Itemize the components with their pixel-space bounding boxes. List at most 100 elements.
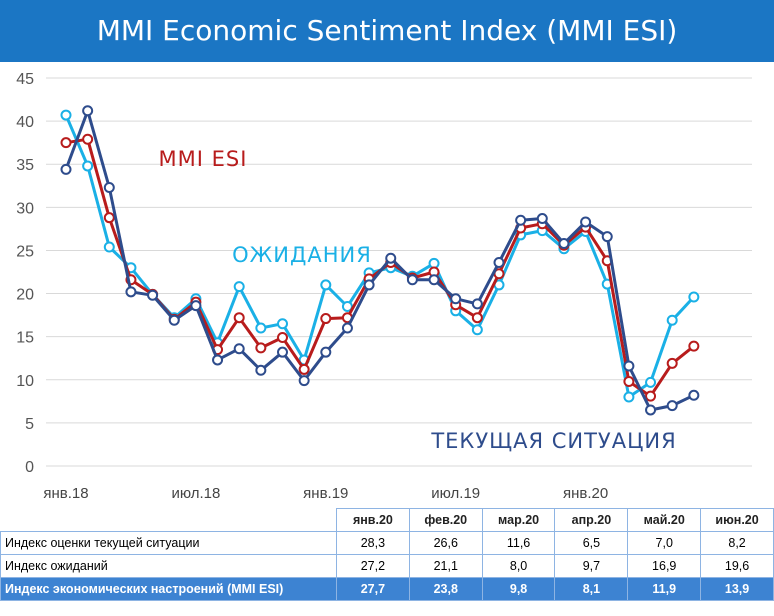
table-cell: 7,0: [627, 531, 702, 555]
y-tick-label: 0: [25, 459, 34, 476]
data-point: [233, 312, 245, 324]
data-table: янв.20 фев.20 мар.20 апр.20 май.20 июн.2…: [0, 508, 774, 601]
data-point: [688, 291, 700, 303]
table-cell: 6,5: [554, 531, 629, 555]
data-point: [601, 231, 613, 243]
data-point: [60, 109, 72, 121]
data-point: [645, 390, 657, 402]
data-point: [298, 375, 310, 387]
data-point: [471, 312, 483, 324]
table-cell: 21,1: [408, 554, 483, 578]
table-cell: 28,3: [336, 531, 410, 555]
data-point: [623, 391, 635, 403]
table-cell: 8,1: [554, 577, 629, 601]
data-point: [125, 286, 137, 298]
data-point: [277, 346, 288, 358]
data-point: [341, 322, 353, 334]
column-header: июн.20: [700, 508, 774, 532]
data-point: [320, 279, 332, 291]
data-point: [233, 343, 245, 355]
data-point: [341, 300, 353, 312]
data-point: [320, 313, 332, 325]
series-label: MMI ESI: [159, 147, 248, 171]
data-point: [471, 298, 483, 310]
data-point: [82, 105, 94, 117]
data-point: [363, 279, 375, 291]
table-cell: 23,8: [408, 577, 483, 601]
chart-area: 0 5 10 15 20 25 30 35 40 45 янв.18 июл.18 янв.19 июл.…: [0, 62, 774, 510]
y-tick-label: 45: [16, 71, 34, 88]
data-point: [558, 238, 570, 250]
data-point: [493, 257, 505, 269]
table-cell: 8,2: [700, 531, 774, 555]
data-point: [515, 214, 527, 226]
data-point: [471, 324, 483, 336]
data-point: [385, 252, 397, 264]
data-point: [688, 389, 700, 401]
row-label: Индекс оценки текущей ситуации: [0, 531, 337, 555]
table-cell: 11,9: [627, 577, 702, 601]
table-cell: 27,2: [336, 554, 410, 578]
data-point: [645, 404, 657, 416]
series-label: ТЕКУЩАЯ СИТУАЦИЯ: [430, 429, 676, 453]
data-point: [103, 241, 115, 253]
data-point: [60, 163, 72, 175]
table-row-esi: Индекс экономических настроений (MMI ESI…: [0, 577, 774, 601]
y-tick-label: 40: [16, 114, 34, 131]
y-tick-label: 20: [16, 287, 34, 304]
x-tick-label: июл.18: [171, 485, 220, 502]
chart-title: MMI Economic Sentiment Index (MMI ESI): [0, 0, 774, 62]
data-point: [406, 274, 418, 286]
column-header: май.20: [627, 508, 702, 532]
data-point: [580, 216, 592, 228]
y-tick-label: 35: [16, 157, 34, 174]
column-header: мар.20: [481, 508, 556, 532]
data-point: [623, 360, 635, 372]
data-point: [277, 332, 288, 344]
row-label: Индекс экономических настроений (MMI ESI…: [0, 577, 337, 601]
data-point: [450, 293, 462, 305]
table-cell: 8,0: [481, 554, 556, 578]
data-point: [688, 340, 700, 352]
table-cell: 9,7: [554, 554, 629, 578]
table-cell: 19,6: [700, 554, 774, 578]
table-cell: 13,9: [700, 577, 774, 601]
data-point: [666, 314, 678, 326]
series-label: ОЖИДАНИЯ: [232, 243, 372, 267]
data-point: [666, 400, 678, 412]
data-point: [320, 346, 332, 358]
table-cell: 11,6: [481, 531, 556, 555]
table-cell: 26,6: [408, 531, 483, 555]
data-point: [60, 137, 72, 149]
column-header: янв.20: [336, 508, 410, 532]
data-point: [277, 318, 288, 330]
y-tick-label: 30: [16, 200, 34, 217]
data-point: [103, 182, 115, 194]
table-cell: 16,9: [627, 554, 702, 578]
x-tick-label: янв.18: [43, 485, 88, 502]
y-tick-label: 10: [16, 373, 34, 390]
data-point: [666, 357, 678, 369]
line-chart: 0 5 10 15 20 25 30 35 40 45 янв.18 июл.18 янв.19 июл.…: [16, 71, 752, 502]
data-point: [168, 314, 180, 326]
data-point: [82, 133, 94, 145]
data-point: [212, 354, 224, 366]
table-cell: 9,8: [481, 577, 556, 601]
data-point: [645, 376, 657, 388]
table-cell: 27,7: [336, 577, 410, 601]
table-corner-cell: [0, 508, 337, 532]
x-tick-label: июл.19: [431, 485, 480, 502]
y-tick-label: 5: [25, 416, 34, 433]
data-point: [147, 289, 159, 301]
row-label: Индекс ожиданий: [0, 554, 337, 578]
table-row-current-situation: Индекс оценки текущей ситуации 28,3 26,6…: [0, 531, 774, 555]
x-tick-label: янв.19: [303, 485, 348, 502]
data-point: [623, 376, 635, 388]
table-row-expectations: Индекс ожиданий 27,2 21,1 8,0 9,7 16,9 1…: [0, 554, 774, 578]
table-header-row: янв.20 фев.20 мар.20 апр.20 май.20 июн.2…: [0, 508, 774, 532]
data-point: [190, 300, 202, 312]
y-tick-label: 25: [16, 243, 34, 260]
column-header: апр.20: [554, 508, 629, 532]
data-point: [255, 322, 267, 334]
data-point: [255, 342, 267, 354]
